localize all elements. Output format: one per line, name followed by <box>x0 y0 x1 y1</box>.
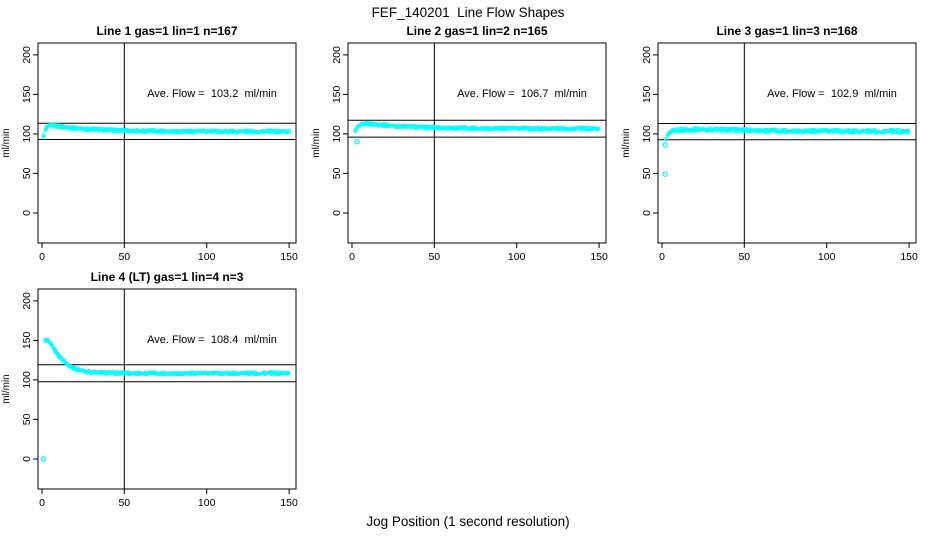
ave-flow-annotation: Ave. Flow = 103.2 ml/min <box>147 88 277 100</box>
y-tick-label: 0 <box>331 210 343 216</box>
plot-box <box>347 42 607 244</box>
scatter-plot-line-2: ml/min 0 50 100 150 0 50 100 150 200 <box>311 42 608 263</box>
x-tick-label: 50 <box>428 251 440 263</box>
scatter-plot-line-1: ml/min 0 50 100 150 0 50 100 150 200 <box>1 42 298 263</box>
x-tick-label: 100 <box>818 251 836 263</box>
outlier-point <box>662 171 668 177</box>
subplot-line-1: ml/min 0 50 100 150 0 50 100 150 200 Line 1 gas=… <box>0 22 310 268</box>
x-tick-label: 100 <box>198 497 216 509</box>
y-tick-label: 150 <box>331 85 343 103</box>
y-tick-label: 50 <box>21 413 33 425</box>
y-tick-label: 0 <box>21 210 33 216</box>
plot-box <box>657 42 917 244</box>
y-tick-label: 50 <box>21 167 33 179</box>
y-tick-label: 0 <box>641 210 653 216</box>
y-tick-label: 100 <box>21 371 33 389</box>
data-points-band <box>43 337 291 377</box>
y-tick-label: 100 <box>641 125 653 143</box>
x-tick-label: 150 <box>590 251 608 263</box>
y-axis-label: ml/min <box>1 128 12 157</box>
y-tick-label: 150 <box>21 331 33 349</box>
x-tick-label: 150 <box>280 251 298 263</box>
subplot-line-3: ml/min 0 50 100 150 0 50 100 150 200 Line 3 gas=… <box>620 22 930 268</box>
scatter-plot-line-3: ml/min 0 50 100 150 0 50 100 150 200 <box>621 42 918 263</box>
ave-flow-annotation: Ave. Flow = 102.9 ml/min <box>767 88 897 100</box>
x-tick-label: 50 <box>118 251 130 263</box>
x-tick-label: 150 <box>280 497 298 509</box>
y-tick-label: 50 <box>641 167 653 179</box>
y-tick-label: 50 <box>331 167 343 179</box>
plot-box <box>37 42 297 244</box>
outlier-point <box>354 139 360 145</box>
plot-box <box>37 288 297 490</box>
y-tick-label: 0 <box>21 456 33 462</box>
x-tick-label: 100 <box>198 251 216 263</box>
x-tick-label: 100 <box>508 251 526 263</box>
x-tick-label: 0 <box>349 251 355 263</box>
y-tick-label: 100 <box>331 125 343 143</box>
subplot-line-4-lt: ml/min 0 50 100 150 0 50 100 150 200 Line 4 (LT)… <box>0 268 310 514</box>
x-tick-label: 50 <box>118 497 130 509</box>
outlier-point <box>40 456 47 462</box>
y-tick-label: 150 <box>21 85 33 103</box>
ave-flow-annotation: Ave. Flow = 108.4 ml/min <box>147 334 277 346</box>
data-points-band <box>41 122 292 139</box>
figure-title: FEF_140201 Line Flow Shapes <box>371 5 565 20</box>
x-tick-label: 0 <box>659 251 665 263</box>
y-tick-label: 150 <box>641 85 653 103</box>
x-tick-label: 0 <box>39 251 45 263</box>
scatter-plot-line-4: ml/min 0 50 100 150 0 50 100 150 200 <box>1 288 298 509</box>
ave-flow-annotation: Ave. Flow = 106.7 ml/min <box>457 88 587 100</box>
data-points-band <box>664 126 911 142</box>
y-tick-label: 200 <box>331 46 343 64</box>
y-tick-label: 200 <box>21 46 33 64</box>
x-axis-label: Jog Position (1 second resolution) <box>366 514 570 529</box>
subplot-line-2: ml/min 0 50 100 150 0 50 100 150 200 Line 2 gas=… <box>310 22 620 268</box>
x-tick-label: 0 <box>39 497 45 509</box>
subplot-title: Line 1 gas=1 lin=1 n=167 <box>96 24 238 38</box>
y-tick-label: 200 <box>641 46 653 64</box>
x-tick-label: 50 <box>738 251 750 263</box>
subplot-title: Line 2 gas=1 lin=2 n=165 <box>406 24 548 38</box>
y-axis-label: ml/min <box>1 374 12 403</box>
subplot-title: Line 4 (LT) gas=1 lin=4 n=3 <box>90 270 244 284</box>
y-axis-label: ml/min <box>311 128 322 157</box>
outlier-point <box>662 142 668 148</box>
subplot-title: Line 3 gas=1 lin=3 n=168 <box>716 24 858 38</box>
x-tick-label: 150 <box>900 251 918 263</box>
y-tick-label: 200 <box>21 292 33 310</box>
y-tick-label: 100 <box>21 125 33 143</box>
data-points-band <box>353 120 601 133</box>
y-axis-label: ml/min <box>621 128 632 157</box>
